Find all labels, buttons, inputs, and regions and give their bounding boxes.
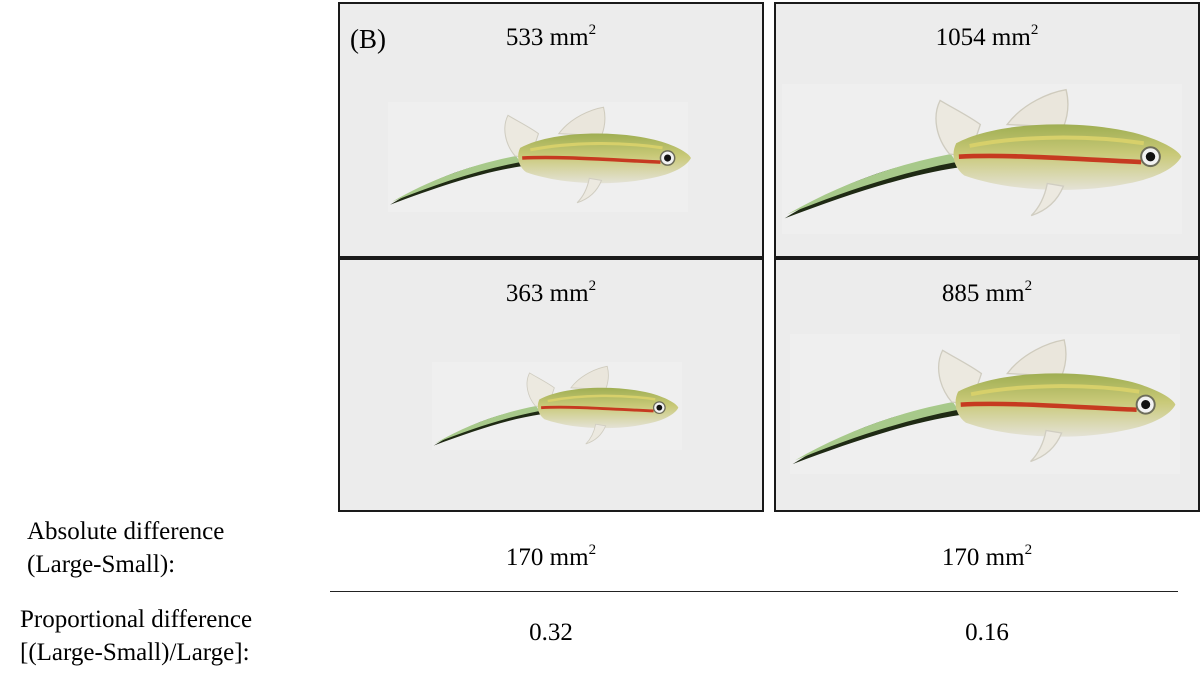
unit-exponent: 2 [1024,542,1033,558]
unit-exponent: 2 [588,542,597,558]
fish-image-large [782,84,1184,224]
unit-exponent: 2 [1024,278,1033,294]
absolute-difference-left: 170 mm2 [338,542,764,572]
label-line: Absolute difference [27,518,225,545]
area-value: 363 [505,280,544,307]
label-line: [(Large-Small)/Large]: [20,639,250,666]
area-unit: mm [549,24,589,51]
area-label: 1054 mm2 [776,22,1198,52]
panel-top-left: (B) 533 mm2 [338,2,764,258]
unit-exponent: 2 [588,278,597,294]
table-divider [330,591,1178,592]
fish-image-large [790,334,1178,470]
unit-exponent: 2 [1030,22,1039,38]
panel-top-right: 1054 mm2 [774,2,1200,258]
fish-image-small [388,105,693,207]
label-line: (Large-Small): [27,551,176,578]
unit: mm [549,544,589,571]
area-value: 885 [941,280,980,307]
proportional-difference-label: Proportional difference [(Large-Small)/L… [20,603,252,669]
unit-exponent: 2 [588,22,597,38]
area-unit: mm [991,24,1031,51]
area-unit: mm [549,280,589,307]
value: 170 [505,544,544,571]
area-label: 885 mm2 [776,278,1198,308]
unit: mm [985,544,1025,571]
panel-bottom-right: 885 mm2 [774,258,1200,512]
proportional-difference-left: 0.32 [529,619,573,646]
panel-letter: (B) [350,24,386,54]
absolute-difference-right: 170 mm2 [774,542,1200,572]
proportional-difference-right: 0.16 [965,619,1009,646]
label-line: Proportional difference [20,606,253,633]
area-label: 363 mm2 [340,278,762,308]
fish-image-small [432,364,680,448]
panel-bottom-left: 363 mm2 [338,258,764,512]
area-unit: mm [985,280,1025,307]
value: 170 [941,544,980,571]
area-label: 533 mm2 [340,22,762,52]
absolute-difference-label: Absolute difference (Large-Small): [27,515,224,581]
area-value: 1054 [935,24,986,51]
area-value: 533 [505,24,544,51]
